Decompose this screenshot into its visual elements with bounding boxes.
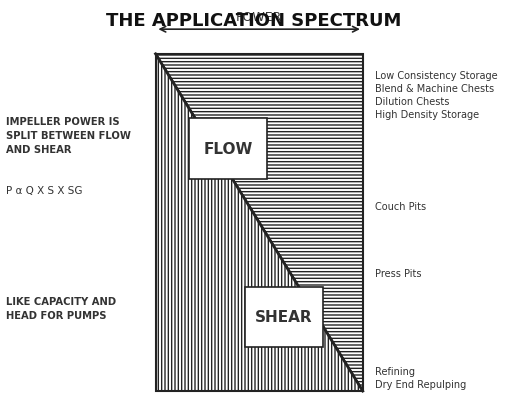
Text: LIKE CAPACITY AND
HEAD FOR PUMPS: LIKE CAPACITY AND HEAD FOR PUMPS — [6, 297, 117, 320]
Polygon shape — [155, 55, 363, 391]
Text: POWER: POWER — [236, 11, 282, 24]
Text: Couch Pits: Couch Pits — [375, 201, 426, 211]
Text: P α Q X S X SG: P α Q X S X SG — [6, 186, 83, 196]
Bar — [245, 287, 323, 347]
Text: THE APPLICATION SPECTRUM: THE APPLICATION SPECTRUM — [107, 12, 402, 30]
Bar — [188, 119, 267, 179]
Text: IMPELLER POWER IS
SPLIT BETWEEN FLOW
AND SHEAR: IMPELLER POWER IS SPLIT BETWEEN FLOW AND… — [6, 116, 131, 154]
Bar — [155, 55, 363, 391]
Text: FLOW: FLOW — [203, 141, 253, 157]
Polygon shape — [155, 55, 363, 391]
Text: Refining
Dry End Repulping: Refining Dry End Repulping — [375, 366, 467, 389]
Text: Press Pits: Press Pits — [375, 268, 422, 278]
Text: SHEAR: SHEAR — [255, 310, 313, 325]
Text: Low Consistency Storage
Blend & Machine Chests
Dilution Chests
High Density Stor: Low Consistency Storage Blend & Machine … — [375, 70, 498, 120]
